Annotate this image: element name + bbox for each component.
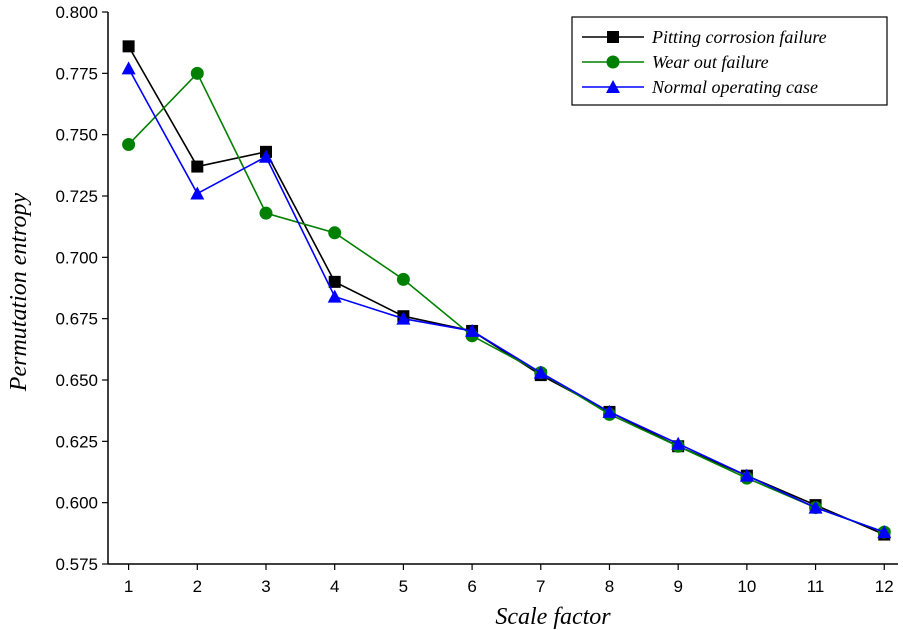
data-point xyxy=(328,226,342,240)
data-point xyxy=(808,500,823,514)
data-point xyxy=(396,272,410,286)
x-tick-label: 10 xyxy=(737,577,756,596)
x-tick-label: 7 xyxy=(536,577,545,596)
legend-marker xyxy=(606,55,620,69)
data-point xyxy=(465,323,480,337)
x-axis-title: Scale factor xyxy=(495,604,611,630)
data-point xyxy=(259,149,273,163)
series-triangle xyxy=(121,61,892,539)
y-tick-label: 0.800 xyxy=(55,3,98,22)
data-point xyxy=(533,365,548,379)
x-tick-label: 3 xyxy=(261,577,270,596)
y-tick-label: 0.775 xyxy=(55,64,98,83)
data-point xyxy=(259,206,273,220)
series-line xyxy=(127,45,885,536)
axes: 0.575 0.600 0.625 0.650 0.675 0.700 0.725 0.750… xyxy=(55,3,898,596)
y-tick-label: 0.650 xyxy=(55,371,98,390)
data-point xyxy=(122,40,135,53)
data-point xyxy=(190,186,205,200)
data-point xyxy=(671,436,686,450)
data-point xyxy=(328,275,341,288)
data-point xyxy=(327,289,342,303)
x-tick-label: 8 xyxy=(605,577,614,596)
data-point xyxy=(602,404,617,418)
y-axis-title: Permutation entropy xyxy=(6,192,32,392)
legend-box xyxy=(571,16,888,106)
y-tick-label: 0.625 xyxy=(55,432,98,451)
x-tick-label: 4 xyxy=(330,577,339,596)
y-tick-label: 0.725 xyxy=(55,187,98,206)
y-tick-label: 0.700 xyxy=(55,248,98,267)
y-tick-label: 0.575 xyxy=(55,555,98,574)
series-square xyxy=(122,40,891,541)
legend-label: Wear out failure xyxy=(652,52,769,72)
y-tick-label: 0.600 xyxy=(55,494,98,513)
y-tick-label: 0.750 xyxy=(55,126,98,145)
data-point xyxy=(877,525,892,539)
data-point xyxy=(190,66,204,80)
series-group xyxy=(121,40,892,541)
series-line xyxy=(128,71,885,533)
data-point xyxy=(396,311,411,325)
data-point xyxy=(122,137,136,151)
x-tick-label: 2 xyxy=(193,577,202,596)
x-tick-label: 9 xyxy=(673,577,682,596)
legend-label: Pitting corrosion failure xyxy=(651,27,827,47)
legend: Pitting corrosion failure Wear out failur… xyxy=(571,16,888,106)
x-tick-label: 6 xyxy=(467,577,476,596)
y-tick-label: 0.675 xyxy=(55,310,98,329)
x-tick-label: 1 xyxy=(124,577,133,596)
data-point xyxy=(739,468,754,482)
x-tick-label: 11 xyxy=(807,577,825,596)
data-point xyxy=(191,160,204,173)
x-tick-label: 12 xyxy=(875,577,894,596)
legend-marker xyxy=(606,80,620,93)
legend-label: Normal operating case xyxy=(651,77,818,97)
series-line xyxy=(127,68,885,533)
x-tick-label: 5 xyxy=(399,577,408,596)
legend-marker xyxy=(607,31,619,43)
series-circle xyxy=(122,66,891,539)
data-point xyxy=(121,61,136,75)
